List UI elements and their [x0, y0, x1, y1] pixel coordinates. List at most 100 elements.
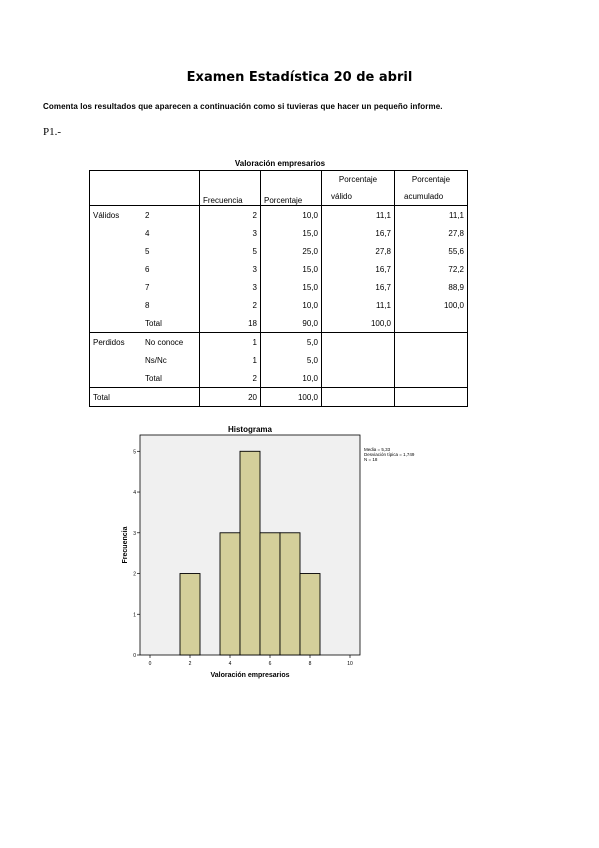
- y-tick-label: 2: [133, 572, 136, 578]
- table-row: 5 5 25,0 27,8 55,6: [90, 242, 468, 260]
- cell-porcentaje-acumulado: 11,1: [394, 205, 468, 224]
- y-axis-label: Frecuencia: [122, 526, 129, 563]
- row-group: [90, 242, 143, 260]
- x-tick-label: 2: [189, 661, 192, 667]
- x-tick-label: 8: [309, 661, 312, 667]
- cell-frecuencia: 18: [199, 314, 261, 333]
- row-group: [90, 351, 143, 369]
- cell-porcentaje: 15,0: [260, 278, 322, 296]
- table-row: Válidos 2 2 10,0 11,1 11,1: [90, 205, 468, 224]
- row-group: Total: [89, 387, 142, 407]
- row-label: [142, 387, 200, 407]
- cell-porcentaje-valido: 16,7: [321, 260, 395, 278]
- row-group: [90, 314, 143, 333]
- cell-frecuencia: 3: [199, 260, 261, 278]
- cell-porcentaje: 15,0: [260, 224, 322, 242]
- cell-porcentaje: 5,0: [260, 332, 322, 351]
- row-group: [90, 278, 143, 296]
- header-acumulado-line2: acumulado: [404, 192, 444, 201]
- cell-porcentaje-valido: [321, 387, 395, 407]
- cell-porcentaje-valido: 27,8: [321, 242, 395, 260]
- instruction-text: Comenta los resultados que aparecen a co…: [43, 102, 443, 111]
- y-tick-label: 3: [133, 531, 136, 537]
- table-row: 8 2 10,0 11,1 100,0: [90, 296, 468, 314]
- cell-frecuencia: 5: [199, 242, 261, 260]
- row-label: 6: [145, 264, 150, 274]
- row-label: 8: [145, 300, 150, 310]
- cell-porcentaje-acumulado: 27,8: [394, 224, 468, 242]
- row-label: 2: [145, 210, 150, 220]
- y-tick-label: 0: [133, 653, 136, 659]
- cell-porcentaje: 15,0: [260, 260, 322, 278]
- table-row: Total 18 90,0 100,0: [90, 314, 468, 333]
- document-title: Examen Estadística 20 de abril: [186, 70, 413, 85]
- table-row: 7 3 15,0 16,7 88,9: [90, 278, 468, 296]
- cell-frecuencia: 3: [199, 278, 261, 296]
- cell-porcentaje: 90,0: [260, 314, 322, 333]
- cell-porcentaje: 5,0: [260, 351, 322, 369]
- cell-frecuencia: 1: [199, 332, 261, 351]
- table-row: 6 3 15,0 16,7 72,2: [90, 260, 468, 278]
- header-valido-line2: válido: [331, 192, 352, 201]
- row-group: Perdidos: [89, 332, 142, 351]
- cell-frecuencia: 20: [199, 387, 261, 407]
- histogram-bar: [239, 450, 261, 656]
- cell-porcentaje-valido: [321, 332, 395, 351]
- header-porcentaje-acumulado: Porcentaje acumulado: [394, 170, 468, 206]
- x-tick-label: 4: [229, 661, 232, 667]
- row-label: Ns/Nc: [145, 355, 167, 365]
- cell-porcentaje-valido: 11,1: [321, 205, 395, 224]
- row-label: No conoce: [142, 332, 200, 351]
- cell-frecuencia: 2: [199, 205, 261, 224]
- y-tick-label: 5: [133, 449, 136, 455]
- y-tick-label: 4: [133, 490, 136, 496]
- x-tick-label: 6: [269, 661, 272, 667]
- cell-frecuencia: 3: [199, 224, 261, 242]
- header-valido-line1: Porcentaje: [338, 175, 378, 184]
- histogram-bar: [219, 532, 241, 656]
- row-label: Total: [145, 373, 162, 383]
- cell-porcentaje-valido: 16,7: [321, 278, 395, 296]
- row-group: [90, 260, 143, 278]
- cell-porcentaje-valido: 11,1: [321, 296, 395, 314]
- cell-porcentaje-valido: [321, 351, 395, 369]
- table-row: Total 20 100,0: [89, 387, 468, 407]
- histogram-bar: [279, 532, 301, 656]
- x-axis-label: Valoración empresarios: [211, 672, 290, 679]
- cell-frecuencia: 1: [199, 351, 261, 369]
- chart-title: Histograma: [228, 425, 273, 434]
- cell-porcentaje: 10,0: [260, 296, 322, 314]
- cell-porcentaje-acumulado: 55,6: [394, 242, 468, 260]
- y-tick-label: 1: [133, 612, 136, 618]
- histogram-bar: [179, 573, 201, 656]
- header-frecuencia: Frecuencia: [199, 170, 261, 206]
- table-row: 4 3 15,0 16,7 27,8: [90, 224, 468, 242]
- header-empty-1: [89, 170, 142, 206]
- cell-porcentaje: 10,0: [260, 369, 322, 388]
- cell-porcentaje-acumulado: [394, 369, 468, 388]
- table-row: Perdidos No conoce 1 5,0: [89, 332, 468, 351]
- cell-porcentaje-acumulado: [394, 332, 468, 351]
- row-group: [90, 296, 143, 314]
- cell-porcentaje-valido: 100,0: [321, 314, 395, 333]
- cell-porcentaje-acumulado: 88,9: [394, 278, 468, 296]
- cell-frecuencia: 2: [199, 369, 261, 388]
- cell-porcentaje-acumulado: [394, 387, 468, 407]
- x-tick-label: 0: [149, 661, 152, 667]
- cell-frecuencia: 2: [199, 296, 261, 314]
- x-tick-label: 10: [347, 661, 353, 667]
- cell-porcentaje-valido: 16,7: [321, 224, 395, 242]
- stats-text: Media = 5,33: [364, 447, 391, 452]
- histogram-chart: Histograma 0 1 2 3 4 5 0 2 4 6 8 10 Valoración empres…: [116, 420, 436, 685]
- row-group: [90, 224, 143, 242]
- header-porcentaje-valido: Porcentaje válido: [321, 170, 395, 206]
- cell-porcentaje-acumulado: [394, 351, 468, 369]
- stats-text: Desviación típica = 1,749: [364, 452, 415, 457]
- cell-porcentaje-acumulado: 100,0: [394, 296, 468, 314]
- header-porcentaje: Porcentaje: [260, 170, 322, 206]
- row-label: 4: [145, 228, 150, 238]
- row-group: Válidos: [93, 210, 120, 220]
- row-group: [90, 369, 143, 388]
- header-acumulado-line1: Porcentaje: [411, 175, 451, 184]
- cell-porcentaje-valido: [321, 369, 395, 388]
